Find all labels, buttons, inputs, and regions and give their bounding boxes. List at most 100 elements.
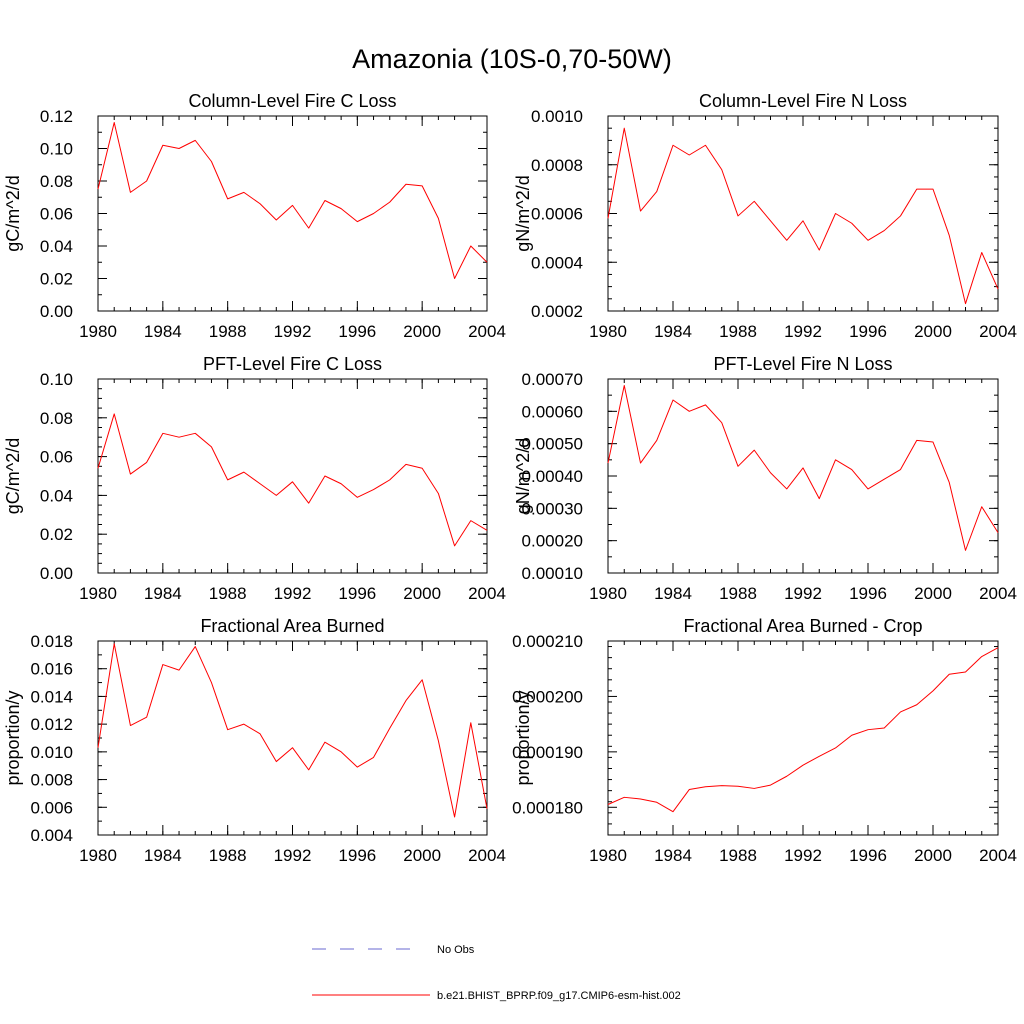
x-tick-label: 2000 [914, 322, 952, 341]
x-tick-label: 2004 [468, 846, 506, 865]
y-tick-label: 0.08 [40, 409, 73, 428]
x-tick-label: 1988 [209, 584, 247, 603]
x-tick-label: 1980 [79, 584, 117, 603]
y-tick-label: 0.018 [30, 632, 73, 651]
x-tick-label: 1996 [849, 846, 887, 865]
plot-frame [607, 115, 999, 312]
y-tick-label: 0.000210 [512, 632, 583, 651]
y-tick-label: 0.014 [30, 687, 73, 706]
x-tick-label: 1996 [849, 322, 887, 341]
series-line [607, 647, 999, 813]
y-tick-label: 0.0004 [531, 253, 583, 272]
panel-title: Fractional Area Burned [200, 616, 384, 636]
y-tick-label: 0.00020 [522, 532, 583, 551]
panel-4: PFT-Level Fire N Loss gN/m^2/d 1980 1984 198… [513, 354, 1017, 603]
y-tick-label: 0.0006 [531, 205, 583, 224]
y-axis-label: gC/m^2/d [3, 438, 23, 514]
y-tick-label: 0.000200 [512, 687, 583, 706]
plot-frame [607, 378, 999, 574]
series-line [97, 413, 488, 547]
x-tick-label: 2004 [468, 322, 506, 341]
y-axis-label: gC/m^2/d [3, 175, 23, 251]
x-tick-label: 1996 [849, 584, 887, 603]
x-tick-label: 2004 [979, 584, 1017, 603]
y-tick-label: 0.006 [30, 798, 73, 817]
panel-title: Column-Level Fire C Loss [188, 91, 396, 111]
panel-5: Fractional Area Burned proportion/y 1980 19… [3, 616, 506, 865]
legend-model-label: b.e21.BHIST_BPRP.f09_g17.CMIP6-esm-hist.… [437, 990, 681, 1002]
y-tick-label: 0.016 [30, 660, 73, 679]
y-tick-label: 0.08 [40, 172, 73, 191]
x-tick-label: 1988 [719, 322, 757, 341]
panels: Column-Level Fire C Loss gC/m^2/d 1980 1984… [3, 91, 1017, 865]
y-axis-label: proportion/y [513, 690, 533, 785]
x-tick-label: 1988 [209, 322, 247, 341]
y-tick-label: 0.012 [30, 715, 73, 734]
y-tick-label: 0.00 [40, 302, 73, 321]
x-tick-label: 1984 [654, 584, 692, 603]
x-tick-label: 1980 [589, 322, 627, 341]
y-tick-label: 0.06 [40, 205, 73, 224]
y-tick-label: 0.12 [40, 107, 73, 126]
y-tick-label: 0.02 [40, 525, 73, 544]
plot-frame [97, 378, 488, 574]
y-axis-label: gN/m^2/d [513, 175, 533, 251]
x-tick-label: 1996 [338, 846, 376, 865]
y-tick-label: 0.008 [30, 771, 73, 790]
x-tick-label: 1996 [338, 322, 376, 341]
y-tick-label: 0.04 [40, 237, 73, 256]
plot-frame [607, 640, 999, 836]
y-tick-label: 0.010 [30, 743, 73, 762]
series-line [607, 127, 999, 305]
panel-title: PFT-Level Fire C Loss [203, 354, 382, 374]
x-tick-label: 1992 [274, 846, 312, 865]
series-line [607, 384, 999, 551]
y-tick-label: 0.00010 [522, 564, 583, 583]
legend: No Obs b.e21.BHIST_BPRP.f09_g17.CMIP6-es… [312, 944, 681, 1002]
y-tick-label: 0.00030 [522, 499, 583, 518]
x-tick-label: 1980 [79, 322, 117, 341]
x-tick-label: 2004 [979, 322, 1017, 341]
x-tick-label: 1984 [144, 846, 182, 865]
y-tick-label: 0.02 [40, 270, 73, 289]
series-line [97, 643, 488, 818]
x-tick-label: 2000 [403, 846, 441, 865]
x-tick-label: 1984 [144, 322, 182, 341]
x-tick-label: 1992 [274, 584, 312, 603]
y-tick-label: 0.00060 [522, 402, 583, 421]
x-tick-label: 1984 [144, 584, 182, 603]
x-tick-label: 1992 [274, 322, 312, 341]
panel-title: Fractional Area Burned - Crop [683, 616, 922, 636]
y-tick-label: 0.00050 [522, 435, 583, 454]
panel-1: Column-Level Fire C Loss gC/m^2/d 1980 1984… [3, 91, 506, 341]
plot-frame [97, 115, 488, 312]
y-tick-label: 0.10 [40, 140, 73, 159]
y-tick-label: 0.000180 [512, 798, 583, 817]
x-tick-label: 1988 [209, 846, 247, 865]
y-tick-label: 0.04 [40, 486, 73, 505]
y-tick-label: 0.00 [40, 564, 73, 583]
y-tick-label: 0.00040 [522, 467, 583, 486]
panel-title: Column-Level Fire N Loss [699, 91, 907, 111]
x-tick-label: 1984 [654, 322, 692, 341]
figure-title: Amazonia (10S-0,70-50W) [352, 44, 672, 74]
legend-obs-label: No Obs [437, 944, 475, 956]
y-tick-label: 0.000190 [512, 743, 583, 762]
y-tick-label: 0.10 [40, 370, 73, 389]
x-tick-label: 1992 [784, 846, 822, 865]
x-tick-label: 1980 [589, 584, 627, 603]
x-tick-label: 1992 [784, 584, 822, 603]
x-tick-label: 2004 [468, 584, 506, 603]
x-tick-label: 1992 [784, 322, 822, 341]
y-tick-label: 0.06 [40, 448, 73, 467]
x-tick-label: 2000 [914, 846, 952, 865]
y-axis-label: gN/m^2/d [513, 438, 533, 514]
x-tick-label: 1996 [338, 584, 376, 603]
y-axis-label: proportion/y [3, 690, 23, 785]
x-tick-label: 1980 [79, 846, 117, 865]
x-tick-label: 1980 [589, 846, 627, 865]
y-tick-label: 0.004 [30, 826, 73, 845]
x-tick-label: 2000 [403, 322, 441, 341]
panel-title: PFT-Level Fire N Loss [713, 354, 892, 374]
